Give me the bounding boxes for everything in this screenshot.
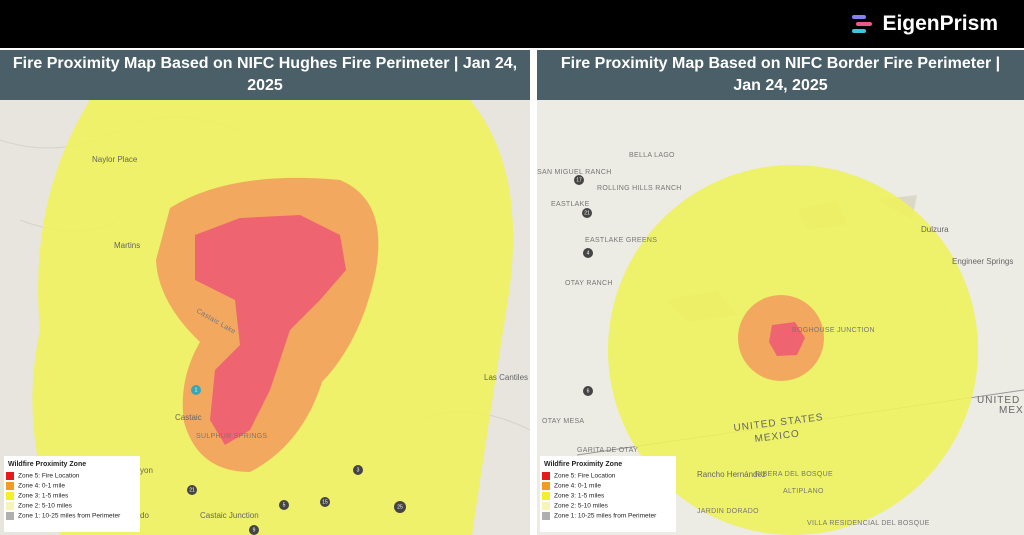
legend-item: Zone 3: 1-5 miles	[554, 493, 605, 500]
map: Naylor Place Martins Castaic Lake Castai…	[0, 100, 530, 535]
legend-item: Zone 5: Fire Location	[18, 473, 80, 480]
legend-item: Zone 1: 10-25 miles from Perimeter	[18, 513, 121, 520]
map-marker[interactable]: 17	[574, 175, 584, 185]
place-label: BELLA LAGO	[629, 152, 675, 159]
map-marker[interactable]: 3	[353, 465, 363, 475]
place-label: MEXICO	[754, 429, 800, 445]
place-label: Castaic	[175, 413, 202, 422]
legend-item: Zone 1: 10-25 miles from Perimeter	[554, 513, 657, 520]
marker-label: 25	[397, 504, 403, 510]
place-label: UNITED S	[977, 395, 1024, 406]
place-label: OTAY MESA	[542, 418, 584, 425]
place-label: RIBERA DEL BOSQUE	[755, 471, 833, 478]
place-label: JARDIN DORADO	[697, 508, 759, 515]
map-panel: Fire Proximity Map Based on NIFC Border …	[537, 50, 1024, 535]
place-label: OTAY RANCH	[565, 280, 613, 287]
marker-label: 5	[283, 502, 286, 508]
marker-label: 17	[576, 177, 582, 183]
logo: EigenPrism	[852, 12, 998, 36]
panel-title: Fire Proximity Map Based on NIFC Border …	[537, 50, 1024, 100]
place-label: ALTIPLANO	[783, 488, 824, 495]
marker-label: 21	[189, 487, 195, 493]
legend-title: Wildfire Proximity Zone	[544, 461, 622, 468]
map-marker[interactable]: 5	[279, 500, 289, 510]
place-label: EASTLAKE GREENS	[585, 237, 657, 244]
legend-item: Zone 2: 5-10 miles	[18, 503, 73, 510]
place-label: SULPHUR SPRINGS	[196, 433, 267, 440]
map-marker[interactable]: 15	[320, 497, 330, 507]
place-label: VILLA RESIDENCIAL DEL BOSQUE	[807, 520, 930, 527]
map-marker[interactable]: 9	[249, 525, 259, 535]
place-label: Engineer Springs	[952, 257, 1013, 266]
logo-text: EigenPrism	[882, 12, 998, 35]
legend-title: Wildfire Proximity Zone	[8, 461, 86, 468]
top-bar: EigenPrism	[0, 0, 1024, 48]
map-marker[interactable]: 6	[583, 386, 593, 396]
map-panel: Fire Proximity Map Based on NIFC Hughes …	[0, 50, 530, 535]
place-label: yon	[140, 466, 153, 475]
panel-title: Fire Proximity Map Based on NIFC Hughes …	[0, 50, 530, 100]
marker-label: 9	[253, 527, 256, 533]
legend-item: Zone 3: 1-5 miles	[18, 493, 69, 500]
marker-label: 4	[587, 250, 590, 256]
place-label: ROLLING HILLS RANCH	[597, 185, 682, 192]
place-label: Rancho Hernández	[697, 470, 766, 479]
place-label: Martins	[114, 241, 140, 250]
place-label: MEXI	[999, 405, 1024, 416]
place-label: do	[140, 511, 149, 520]
marker-label: 6	[587, 388, 590, 394]
map-marker[interactable]: 25	[394, 501, 406, 513]
marker-label: 3	[357, 467, 360, 473]
legend: Wildfire Proximity Zone Zone 5: Fire Loc…	[4, 456, 140, 532]
marker-label: 1	[195, 387, 198, 393]
legend: Wildfire Proximity Zone Zone 5: Fire Loc…	[540, 456, 676, 532]
map-marker[interactable]: 21	[582, 208, 592, 218]
legend-item: Zone 4: 0-1 mile	[554, 483, 601, 490]
map: BELLA LAGO SAN MIGUEL RANCH ROLLING HILL…	[537, 100, 1024, 535]
place-label: GARITA DE OTAY	[577, 447, 638, 454]
place-label: Naylor Place	[92, 155, 138, 164]
place-label: Las Cantiles	[484, 373, 528, 382]
place-label: Castaic Junction	[200, 511, 259, 520]
logo-icon	[852, 15, 873, 33]
legend-item: Zone 5: Fire Location	[554, 473, 616, 480]
map-marker[interactable]: 1	[191, 385, 201, 395]
marker-label: 21	[584, 210, 590, 216]
marker-label: 15	[322, 499, 328, 505]
place-label: Dulzura	[921, 225, 949, 234]
legend-item: Zone 4: 0-1 mile	[18, 483, 65, 490]
place-label: EASTLAKE	[551, 201, 590, 208]
map-marker[interactable]: 21	[187, 485, 197, 495]
place-label: BOGHOUSE JUNCTION	[792, 327, 875, 334]
map-marker[interactable]: 4	[583, 248, 593, 258]
place-label: SAN MIGUEL RANCH	[537, 169, 612, 176]
legend-item: Zone 2: 5-10 miles	[554, 503, 609, 510]
